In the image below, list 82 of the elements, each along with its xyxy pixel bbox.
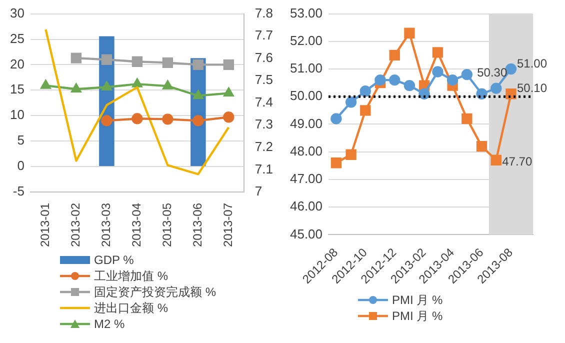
y-tick-label: 15 (10, 82, 24, 97)
point (40, 80, 51, 89)
y-tick-label: -5 (12, 184, 24, 199)
point (446, 74, 458, 86)
y-tick-label: 5 (17, 132, 24, 148)
point (192, 59, 204, 70)
point (102, 82, 112, 90)
point (418, 88, 430, 100)
y-tick-label: 49.00 (290, 116, 323, 131)
y-tick-label: 50.00 (290, 88, 323, 104)
point (193, 90, 204, 100)
legend-label: PMI 月 % (392, 308, 443, 324)
point (132, 78, 142, 88)
data-label: 51.00 (516, 56, 548, 70)
y-tick-label: 20 (10, 56, 24, 72)
point (101, 54, 112, 65)
y-tick-label: 51.00 (290, 60, 323, 76)
y-tick-label: 30 (10, 5, 24, 20)
point (71, 84, 82, 92)
point (132, 113, 143, 124)
point (224, 88, 234, 97)
point (389, 50, 400, 61)
point (70, 52, 82, 64)
point (404, 80, 416, 92)
y-tick-label: 47.00 (290, 171, 323, 186)
y-tick-label: 46.00 (290, 198, 323, 214)
y-tick-label: 53.00 (290, 5, 323, 20)
y-tick-label: 0 (17, 158, 24, 174)
y-tick-label: 10 (10, 107, 24, 122)
point (101, 115, 112, 126)
y2-tick-label: 7.4 (254, 94, 274, 110)
point (132, 56, 143, 67)
legend-label: 进出口金额 % (94, 300, 168, 316)
point (192, 115, 204, 126)
y2-tick-label: 7.5 (254, 72, 274, 88)
point (389, 74, 400, 86)
point (374, 74, 386, 86)
point (162, 80, 173, 90)
x-tick-label: 2013-03 (99, 202, 114, 248)
y-tick-label: 25 (10, 30, 24, 46)
point (223, 112, 234, 123)
y2-tick-label: 7.6 (254, 50, 274, 65)
point (360, 105, 371, 116)
point (404, 28, 415, 38)
point (330, 113, 342, 124)
data-label: 47.70 (502, 154, 532, 168)
y-tick-label: 45.00 (290, 226, 323, 242)
legend-label: 工业增加值 % (94, 268, 168, 284)
point (162, 57, 174, 68)
x-tick-label: 2013-07 (220, 202, 235, 248)
x-tick-label: 2013-06 (190, 202, 204, 248)
legend-label: M2 % (94, 317, 125, 331)
y2-tick-label: 7.2 (254, 139, 274, 154)
y-tick-label: 48.00 (290, 143, 323, 158)
y2-tick-label: 7.3 (254, 116, 274, 132)
legend-label: GDP % (94, 253, 134, 267)
point (346, 149, 356, 160)
point (162, 114, 174, 125)
y2-tick-label: 7 (254, 184, 262, 199)
point (432, 47, 444, 58)
x-tick-label: 2013-05 (160, 202, 174, 248)
x-tick-label: 2013-02 (68, 202, 83, 248)
point (490, 82, 502, 94)
y-tick-label: 52.00 (290, 32, 323, 48)
y2-tick-label: 7.8 (254, 5, 274, 20)
y2-tick-label: 7.1 (254, 161, 274, 176)
point (432, 66, 444, 78)
point (223, 59, 234, 70)
data-label: 50.10 (516, 81, 548, 96)
point (360, 86, 372, 97)
point (461, 68, 473, 80)
point (505, 63, 517, 75)
legend-label: PMI 月 % (392, 292, 443, 308)
point (462, 113, 472, 124)
point (330, 158, 342, 168)
x-tick-label: 2013-01 (38, 202, 52, 248)
y2-tick-label: 7.7 (254, 28, 274, 43)
legend-label: 固定资产投资完成额 % (94, 284, 216, 300)
x-tick-label: 2013-04 (130, 202, 144, 248)
point (476, 140, 488, 152)
point (490, 154, 502, 166)
point (345, 96, 357, 108)
